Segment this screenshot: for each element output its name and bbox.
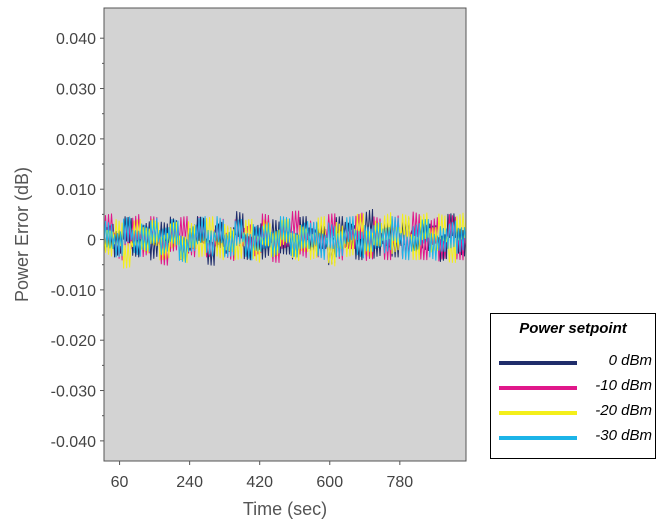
y-tick-label: 0 (87, 233, 96, 250)
legend-item: -10 dBm (491, 377, 655, 397)
legend: Power setpoint 0 dBm -10 dBm -20 dBm -30 dB… (490, 313, 656, 459)
x-tick-label: 60 (111, 474, 129, 491)
y-tick-label: 0.010 (56, 182, 96, 199)
x-axis: 60 240 420 600 780 (111, 461, 413, 491)
y-tick-label: 0.030 (56, 82, 96, 99)
x-tick-label: 420 (246, 474, 273, 491)
legend-item: -20 dBm (491, 402, 655, 422)
x-tick-label: 240 (176, 474, 203, 491)
x-axis-title: Time (sec) (243, 499, 327, 519)
y-tick-label: -0.010 (51, 283, 96, 300)
legend-swatch (499, 436, 577, 440)
legend-swatch (499, 386, 577, 390)
legend-swatch (499, 361, 577, 365)
series-line-30-dbm (103, 216, 467, 263)
legend-title: Power setpoint (519, 320, 627, 337)
y-axis-title: Power Error (dB) (12, 167, 32, 302)
legend-label: -10 dBm (595, 377, 652, 394)
y-tick-label: -0.030 (51, 384, 96, 401)
y-tick-label: -0.020 (51, 333, 96, 350)
y-tick-label: -0.040 (51, 434, 96, 451)
legend-label: 0 dBm (608, 352, 652, 369)
x-tick-label: 600 (316, 474, 343, 491)
legend-label: -30 dBm (595, 427, 652, 444)
series-layer (103, 208, 467, 269)
y-tick-label: 0.020 (56, 132, 96, 149)
legend-swatch (499, 411, 577, 415)
legend-item: -30 dBm (491, 427, 655, 447)
legend-label: -20 dBm (595, 402, 652, 419)
legend-item: 0 dBm (491, 352, 655, 372)
y-axis: 0.040 0.030 0.020 0.010 0 -0.010 -0.020 -0.030 -… (51, 31, 104, 451)
y-tick-label: 0.040 (56, 31, 96, 48)
series-line-20-dbm (103, 212, 467, 269)
plot-frame (103, 7, 467, 462)
x-tick-label: 780 (386, 474, 413, 491)
